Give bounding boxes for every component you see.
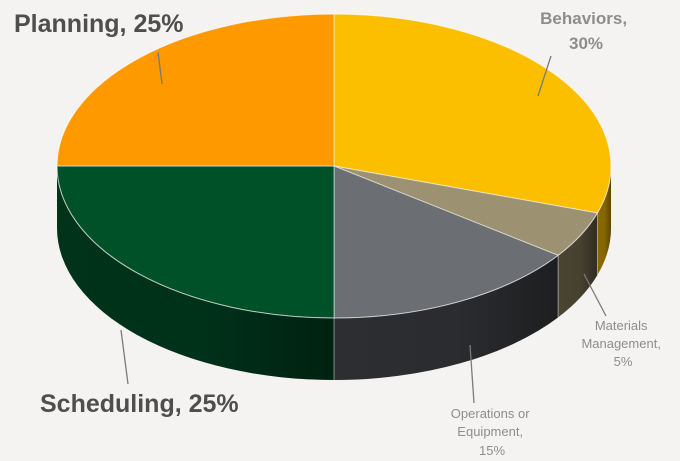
label-planning: Planning, 25% xyxy=(14,10,183,38)
label-materials-line1: Materials xyxy=(595,318,648,333)
pie-slice-behaviors xyxy=(333,13,612,214)
leader-behaviors xyxy=(537,55,552,97)
pie-side-shade-materials-management xyxy=(558,212,598,318)
pie-side-shade-behaviors xyxy=(597,166,611,275)
label-behaviors-line1: Behaviors, xyxy=(540,9,627,28)
pie-slice-scheduling xyxy=(56,165,335,319)
label-behaviors: Behaviors, 30% xyxy=(540,9,632,53)
pie-slice-operations-or-equipment xyxy=(333,165,559,319)
pie-side-shade-operations-or-equipment xyxy=(334,255,559,380)
pie-slice-planning xyxy=(56,13,335,167)
leader-scheduling xyxy=(120,329,129,385)
label-scheduling: Scheduling, 25% xyxy=(40,390,239,418)
label-operations-line3: 15% xyxy=(479,443,505,458)
leader-materials xyxy=(583,273,607,317)
label-operations: Operations or Equipment, 15% xyxy=(451,406,533,458)
label-operations-line1: Operations or xyxy=(451,406,530,421)
label-materials-line2: Management, xyxy=(581,336,661,351)
label-materials-line3: 5% xyxy=(614,354,633,369)
leader-planning xyxy=(157,51,163,85)
leader-operations xyxy=(469,344,475,404)
label-behaviors-line2: 30% xyxy=(569,34,603,53)
pie-top-rim xyxy=(56,13,612,319)
label-operations-line2: Equipment, xyxy=(457,424,523,439)
label-materials: Materials Management, 5% xyxy=(581,318,664,369)
pie-side-shade-scheduling xyxy=(57,166,334,380)
